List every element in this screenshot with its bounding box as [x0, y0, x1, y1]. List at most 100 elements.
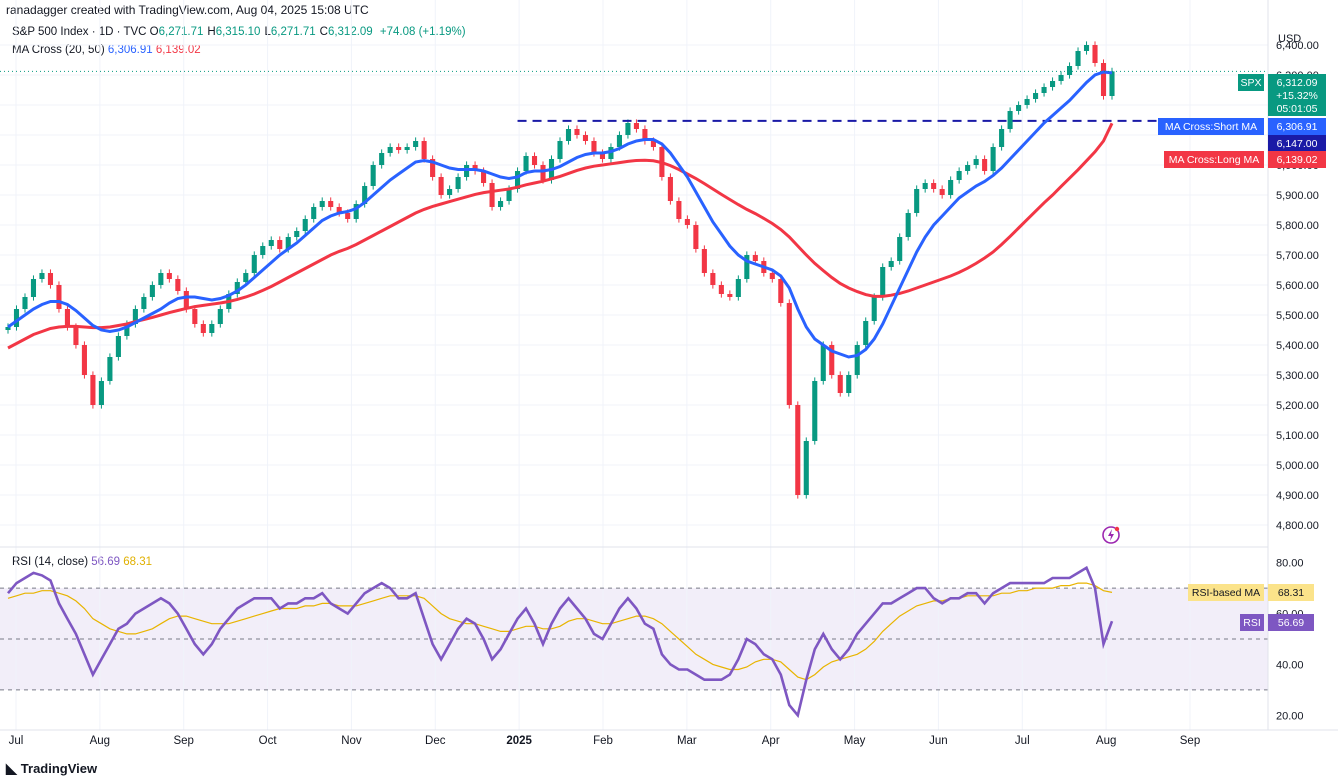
candle-body — [430, 159, 436, 177]
candle-body — [1050, 81, 1056, 87]
candle-body — [718, 285, 724, 294]
candle-body — [880, 267, 886, 297]
level-badge-value: 6,147.00 — [1277, 138, 1318, 150]
ohlc-value: 6,271.71 — [158, 26, 204, 38]
candle-body — [302, 219, 308, 231]
candle-body — [175, 279, 181, 291]
ma-long-badge: MA Cross:Long MA 6,139.02 — [1164, 151, 1326, 168]
candle-body — [956, 171, 962, 180]
brand-logo[interactable]: ◣ TradingView — [6, 760, 97, 777]
ma-short-badge-value: 6,306.91 — [1277, 121, 1318, 133]
candle-body — [523, 156, 529, 171]
ma-title[interactable]: MA Cross (20, 50) — [12, 44, 105, 56]
rsi-title[interactable]: RSI (14, close) — [12, 556, 89, 568]
candle-body — [13, 309, 20, 327]
candle-body — [633, 123, 639, 129]
candle-body — [1041, 87, 1047, 93]
ohlc-value: 6,312.09 — [327, 26, 373, 38]
candle-body — [820, 345, 826, 381]
ohlc-label: C — [319, 26, 328, 38]
candle-body — [192, 309, 198, 324]
price-tick-label: 4,900.00 — [1276, 490, 1319, 502]
candle-body — [931, 183, 937, 189]
candle-body — [234, 282, 240, 294]
candle-body — [642, 129, 648, 141]
candle-body — [455, 177, 461, 189]
rsi-ma-badge: RSI-based MA 68.31 — [1188, 584, 1314, 601]
alert-icon[interactable] — [1102, 526, 1120, 544]
candle-body — [888, 261, 894, 267]
candle-body — [1109, 71, 1115, 96]
rsi-tick-label: 40.00 — [1276, 659, 1304, 671]
ma-short-badge: MA Cross:Short MA 6,306.91 — [1158, 118, 1326, 135]
symbol-legend: S&P 500 Index · 1D · TVC O6,271.71 H6,315… — [12, 26, 466, 38]
candle-body — [982, 159, 988, 171]
price-tick-label: 5,000.00 — [1276, 460, 1319, 472]
candle-body — [345, 213, 351, 219]
candle-body — [30, 279, 37, 297]
rsi-tick-label: 80.00 — [1276, 558, 1304, 570]
candle-body — [616, 135, 622, 147]
spx-countdown: 05:01:05 — [1277, 103, 1318, 115]
candle-body — [81, 345, 87, 375]
candle-body — [413, 141, 419, 147]
price-tick-label: 5,100.00 — [1276, 430, 1319, 442]
rsi-ma-value: 68.31 — [123, 556, 153, 568]
candle-body — [1016, 105, 1022, 111]
candle-body — [871, 297, 877, 321]
ma-long-value: 6,139.02 — [155, 44, 201, 56]
candle-body — [362, 186, 368, 204]
candle-body — [1024, 99, 1030, 105]
symbol-title[interactable]: S&P 500 Index · 1D · TVC — [12, 26, 147, 38]
price-tick-label: 5,400.00 — [1276, 340, 1319, 352]
ohlc-label: H — [207, 26, 216, 38]
author-line: ranadagger created with TradingView.com,… — [6, 3, 369, 17]
price-tick-label: 4,800.00 — [1276, 520, 1319, 532]
candle-body — [735, 279, 741, 297]
candle-body — [489, 183, 495, 207]
candle-body — [565, 129, 572, 141]
candle-body — [353, 204, 359, 219]
rsi-value: 56.69 — [91, 556, 121, 568]
price-tick-label: 5,700.00 — [1276, 250, 1319, 262]
candle-body — [778, 279, 784, 303]
currency-label[interactable]: USD — [1278, 33, 1301, 45]
candle-body — [498, 201, 504, 207]
ma-legend: MA Cross (20, 50) 6,306.91 6,139.02 — [12, 44, 201, 56]
candle-body — [56, 285, 62, 309]
rsi-bands — [0, 587, 1268, 691]
candle-body — [481, 171, 487, 183]
candle-body — [999, 129, 1005, 147]
candle-body — [294, 231, 300, 237]
candle-body — [132, 309, 138, 324]
candle-body — [370, 165, 376, 186]
price-tick-label: 5,500.00 — [1276, 310, 1319, 322]
rsi-ma-badge-value: 68.31 — [1278, 587, 1304, 599]
price-change: +74.08 (+1.19%) — [379, 26, 466, 38]
rsi-line — [7, 565, 1114, 719]
candle-body — [914, 189, 920, 213]
ma-long-badge-label: MA Cross:Long MA — [1169, 154, 1259, 166]
candle-body — [98, 381, 104, 405]
time-tick-label: Jul — [9, 735, 24, 747]
level-badge: 6,147.00 — [1268, 135, 1326, 152]
time-tick-label: Aug — [1096, 735, 1116, 747]
candle-body — [625, 123, 631, 135]
rsi-ma-badge-label: RSI-based MA — [1192, 587, 1260, 599]
spx-label: SPX — [1240, 77, 1261, 89]
candle-body — [837, 375, 843, 393]
ma-long-line — [7, 122, 1114, 350]
candle-body — [251, 255, 257, 273]
time-axis[interactable]: Jul Aug Sep Oct Nov Dec 2025 Feb Mar Apr May Jun Jul… — [9, 735, 1201, 747]
candle-body — [531, 156, 538, 165]
candle-body — [829, 345, 835, 375]
time-tick-label: May — [844, 735, 866, 747]
candle-body — [1058, 75, 1064, 81]
time-tick-label: Nov — [341, 735, 362, 747]
candle-body — [73, 327, 79, 345]
candle-body — [149, 285, 155, 297]
candle-body — [922, 183, 928, 189]
time-tick-label: Jun — [929, 735, 948, 747]
